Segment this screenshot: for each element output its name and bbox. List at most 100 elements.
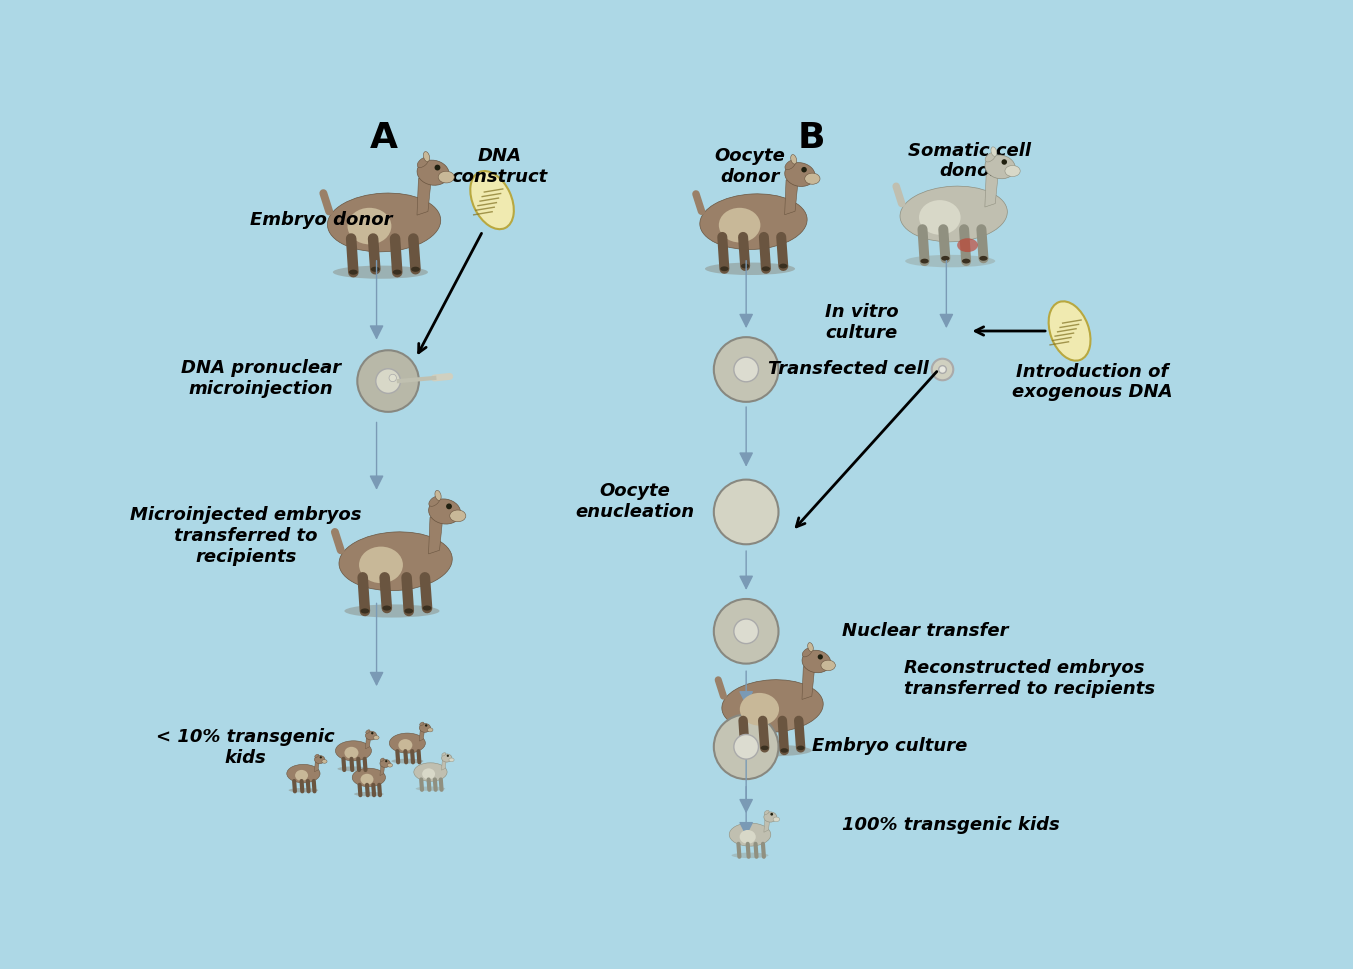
Ellipse shape: [390, 734, 425, 753]
Circle shape: [319, 757, 322, 759]
Polygon shape: [419, 730, 425, 741]
Ellipse shape: [360, 609, 369, 614]
Ellipse shape: [442, 753, 445, 756]
Ellipse shape: [383, 606, 391, 611]
Ellipse shape: [333, 266, 428, 279]
Ellipse shape: [315, 755, 319, 758]
Ellipse shape: [449, 758, 455, 762]
Ellipse shape: [327, 194, 441, 253]
Circle shape: [371, 733, 373, 735]
Ellipse shape: [345, 605, 440, 618]
Text: Transfected cell: Transfected cell: [769, 359, 930, 378]
Ellipse shape: [422, 606, 432, 611]
Ellipse shape: [365, 730, 369, 734]
Polygon shape: [429, 515, 444, 554]
Circle shape: [390, 375, 396, 383]
Ellipse shape: [785, 164, 815, 187]
Circle shape: [817, 655, 823, 660]
Ellipse shape: [790, 155, 797, 165]
Ellipse shape: [337, 766, 369, 771]
Circle shape: [733, 735, 759, 760]
Ellipse shape: [380, 759, 384, 762]
Ellipse shape: [414, 763, 446, 781]
Ellipse shape: [449, 511, 465, 522]
Circle shape: [434, 166, 440, 172]
Polygon shape: [785, 177, 798, 215]
Text: Oocyte
enucleation: Oocyte enucleation: [575, 482, 694, 520]
Ellipse shape: [805, 174, 820, 185]
Ellipse shape: [419, 724, 430, 733]
Ellipse shape: [441, 754, 452, 763]
Text: A: A: [371, 121, 398, 155]
Circle shape: [425, 725, 428, 727]
Text: DNA pronuclear
microinjection: DNA pronuclear microinjection: [181, 359, 341, 397]
Ellipse shape: [773, 817, 779, 822]
Text: 100% transgenic kids: 100% transgenic kids: [843, 815, 1061, 833]
Circle shape: [714, 600, 778, 664]
Ellipse shape: [779, 265, 787, 269]
Polygon shape: [314, 761, 319, 772]
Ellipse shape: [764, 812, 777, 823]
Text: Somatic cell
donor: Somatic cell donor: [908, 141, 1031, 180]
Circle shape: [446, 504, 452, 510]
Circle shape: [376, 369, 400, 394]
Ellipse shape: [429, 499, 460, 524]
Text: Oocyte
donor: Oocyte donor: [714, 147, 786, 186]
Ellipse shape: [380, 760, 390, 767]
Ellipse shape: [365, 732, 376, 740]
Polygon shape: [441, 760, 446, 770]
Text: Microinjected embryos
transferred to
recipients: Microinjected embryos transferred to rec…: [130, 506, 361, 565]
Ellipse shape: [314, 756, 325, 764]
Circle shape: [733, 358, 759, 383]
Ellipse shape: [423, 152, 430, 163]
Ellipse shape: [802, 650, 831, 673]
Ellipse shape: [434, 491, 441, 501]
Ellipse shape: [962, 260, 970, 265]
Ellipse shape: [429, 497, 440, 507]
Ellipse shape: [741, 748, 750, 753]
Ellipse shape: [411, 267, 419, 272]
Circle shape: [733, 619, 759, 644]
Ellipse shape: [1005, 167, 1020, 177]
Ellipse shape: [391, 759, 423, 764]
Ellipse shape: [340, 532, 452, 591]
Ellipse shape: [392, 270, 402, 275]
Ellipse shape: [785, 161, 796, 171]
Circle shape: [357, 351, 419, 413]
Ellipse shape: [808, 643, 813, 652]
Ellipse shape: [471, 172, 514, 230]
Circle shape: [939, 366, 946, 374]
Ellipse shape: [287, 765, 321, 783]
Ellipse shape: [920, 260, 928, 265]
Polygon shape: [417, 175, 432, 216]
Ellipse shape: [295, 770, 308, 781]
Ellipse shape: [387, 764, 392, 767]
Ellipse shape: [727, 745, 812, 757]
Ellipse shape: [352, 768, 386, 787]
Circle shape: [1001, 160, 1007, 166]
Ellipse shape: [322, 760, 327, 764]
Text: In vitro
culture: In vitro culture: [825, 303, 898, 342]
Ellipse shape: [422, 768, 436, 780]
Ellipse shape: [740, 830, 756, 844]
Ellipse shape: [985, 153, 996, 163]
Text: Embryo donor: Embryo donor: [249, 211, 392, 229]
Ellipse shape: [980, 257, 988, 262]
Ellipse shape: [821, 661, 835, 671]
Polygon shape: [365, 737, 371, 749]
Ellipse shape: [700, 195, 808, 250]
Ellipse shape: [957, 239, 978, 253]
Circle shape: [801, 168, 806, 173]
Ellipse shape: [398, 739, 413, 751]
Text: Introduction of
exogenous DNA: Introduction of exogenous DNA: [1012, 362, 1173, 401]
Ellipse shape: [348, 208, 391, 245]
Ellipse shape: [919, 201, 961, 235]
Circle shape: [446, 755, 449, 757]
Text: Embryo culture: Embryo culture: [812, 736, 967, 755]
Circle shape: [714, 715, 778, 779]
Circle shape: [714, 338, 778, 402]
Ellipse shape: [371, 267, 380, 272]
Ellipse shape: [764, 810, 769, 815]
Text: Reconstructed embryos
transferred to recipients: Reconstructed embryos transferred to rec…: [904, 658, 1155, 697]
Polygon shape: [764, 819, 770, 832]
